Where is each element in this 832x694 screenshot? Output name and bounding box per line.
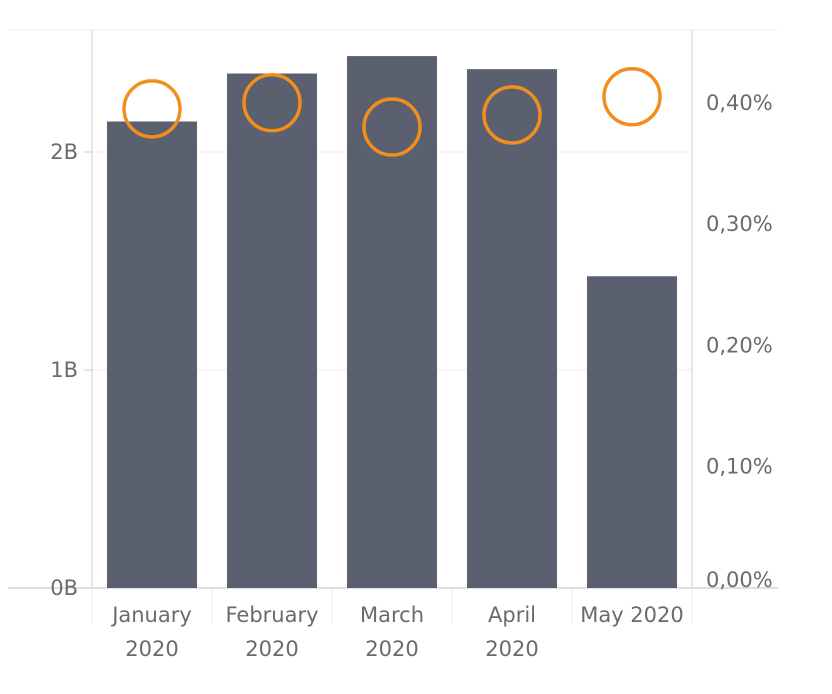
- marker-point: [602, 66, 662, 127]
- left-tick-label: 1B: [50, 358, 78, 382]
- bar: [347, 56, 437, 588]
- right-tick-label: 0,20%: [706, 333, 773, 357]
- right-tick-label: 0,10%: [706, 455, 773, 479]
- right-axis-ticks: 0,00% 0,10% 0,20% 0,30% 0,40%: [706, 91, 773, 592]
- marker-point: [242, 73, 302, 133]
- right-tick-label: 0,30%: [706, 212, 773, 236]
- x-category-label: February 2020: [225, 603, 318, 661]
- left-tick-label: 0B: [50, 576, 78, 600]
- marker-point: [122, 79, 182, 139]
- bar-series: [107, 56, 677, 588]
- x-category-label: May 2020: [580, 603, 684, 627]
- x-category-label: April 2020: [485, 603, 538, 661]
- bar: [107, 121, 197, 588]
- marker-point: [482, 85, 542, 145]
- x-axis-categories: January 2020 February 2020 March 2020 April 202…: [110, 603, 684, 661]
- bar: [227, 73, 317, 588]
- x-category-label: March 2020: [360, 603, 424, 661]
- marker-point: [362, 97, 422, 157]
- right-tick-label: 0,00%: [706, 568, 773, 592]
- left-axis-ticks: 0B 1B 2B: [50, 140, 92, 600]
- x-category-label: January 2020: [110, 603, 192, 661]
- left-tick-label: 2B: [50, 140, 78, 164]
- right-tick-label: 0,40%: [706, 91, 773, 115]
- bar: [467, 69, 557, 588]
- bar: [587, 276, 677, 588]
- marker-series: [122, 66, 662, 157]
